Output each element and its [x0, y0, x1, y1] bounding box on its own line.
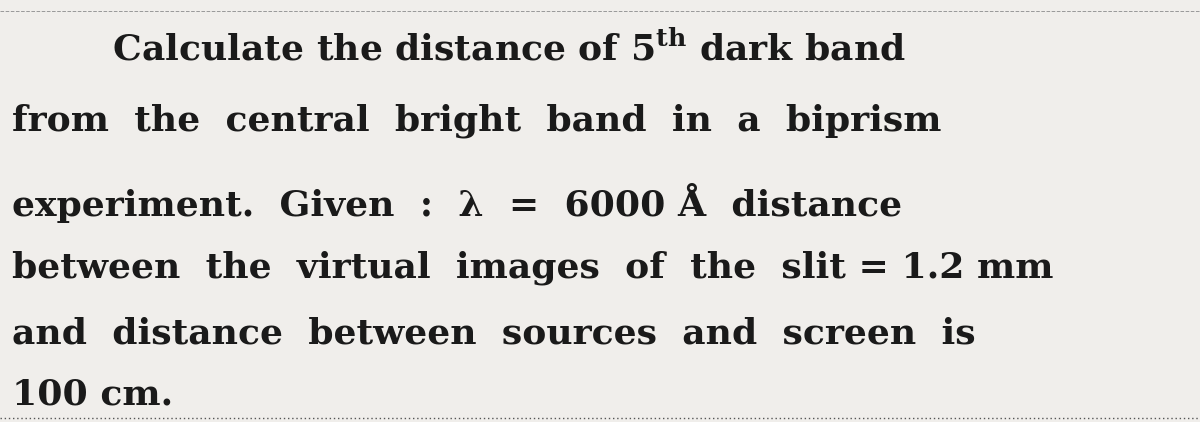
Text: 100 cm.: 100 cm.	[12, 378, 173, 411]
Text: and  distance  between  sources  and  screen  is: and distance between sources and screen …	[12, 316, 976, 350]
Text: Calculate the distance of 5$^{\mathregular{th}}$ dark band: Calculate the distance of 5$^{\mathregul…	[12, 30, 906, 67]
Text: from  the  central  bright  band  in  a  biprism: from the central bright band in a bipris…	[12, 103, 942, 138]
Text: between  the  virtual  images  of  the  slit = 1.2 mm: between the virtual images of the slit =…	[12, 251, 1054, 285]
Text: experiment.  Given  :  λ  =  6000 Å  distance: experiment. Given : λ = 6000 Å distance	[12, 183, 902, 222]
